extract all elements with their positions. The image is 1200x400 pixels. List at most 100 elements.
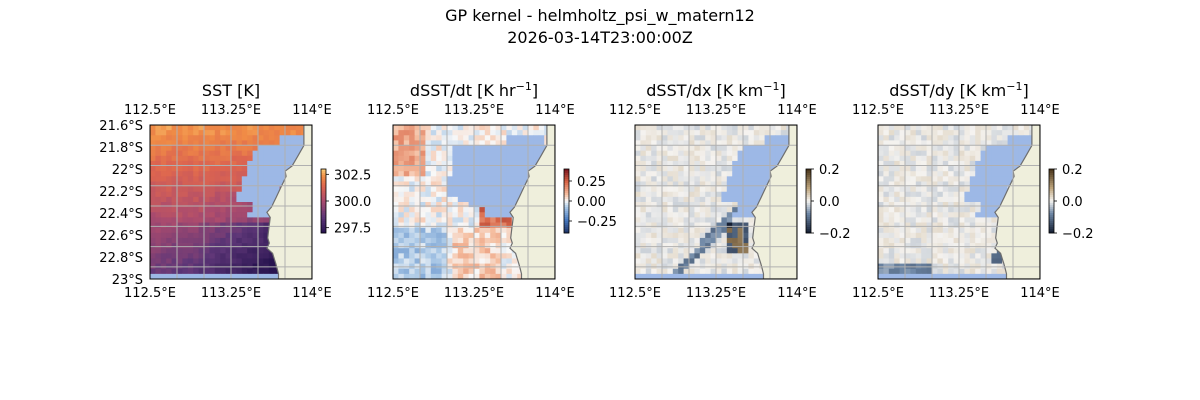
heatmap-cell [463, 145, 469, 152]
heatmap-cell [651, 166, 657, 172]
heatmap-cell [883, 176, 890, 182]
heatmap-cell [759, 181, 765, 187]
heatmap-cell [447, 217, 453, 223]
heatmap-cell [166, 130, 172, 136]
heatmap-cell [155, 155, 162, 162]
heatmap-cell [517, 130, 523, 136]
heatmap-cell [699, 202, 706, 208]
heatmap-cell [393, 243, 399, 249]
colorbar-segment [1049, 173, 1054, 176]
heatmap-cell [285, 155, 291, 162]
heatmap-cell [915, 258, 922, 264]
heatmap-cell [888, 191, 895, 198]
heatmap-cell [166, 191, 172, 198]
heatmap-cell [910, 202, 917, 208]
heatmap-cell [452, 186, 459, 193]
heatmap-cell [155, 196, 162, 203]
heatmap-cell [942, 176, 949, 182]
heatmap-cell [420, 268, 426, 275]
heatmap-cell [905, 135, 911, 141]
heatmap-cell [656, 202, 663, 208]
heatmap-cell [436, 212, 442, 218]
heatmap-cell [241, 253, 248, 259]
heatmap-cell [662, 135, 668, 141]
heatmap-cell [393, 217, 399, 223]
heatmap-cell [986, 243, 992, 249]
colorbar-segment [564, 221, 569, 224]
heatmap-cell [495, 222, 502, 229]
heatmap-cell [198, 258, 205, 264]
heatmap-cell [263, 135, 270, 141]
heatmap-cell [463, 135, 469, 141]
heatmap-cell [942, 160, 949, 167]
heatmap-cell [398, 227, 405, 234]
heatmap-cell [743, 166, 749, 172]
heatmap-cell [748, 268, 755, 275]
heatmap-cell [743, 130, 749, 136]
heatmap-cell [187, 186, 194, 193]
heatmap-cell [672, 171, 679, 177]
heatmap-cell [403, 217, 410, 223]
heatmap-cell [150, 191, 156, 198]
heatmap-cell [888, 155, 895, 162]
heatmap-cell [964, 243, 971, 249]
heatmap-cell [948, 196, 954, 203]
heatmap-cell [522, 140, 529, 146]
heatmap-cell [409, 135, 415, 141]
heatmap-cell [721, 130, 728, 136]
heatmap-cell [506, 150, 513, 157]
colorbar-tick-label: 0.2 [1062, 163, 1083, 178]
heatmap-cell [651, 125, 657, 131]
heatmap-cell [420, 140, 426, 146]
heatmap-cell [883, 181, 890, 187]
heatmap-cell [1018, 140, 1025, 146]
heatmap-cell [436, 171, 442, 177]
heatmap-cell [986, 248, 992, 254]
heatmap-cell [198, 145, 205, 152]
heatmap-cell [953, 273, 960, 279]
heatmap-cell [479, 125, 486, 131]
heatmap-cell [651, 196, 657, 203]
heatmap-cell [501, 186, 507, 193]
heatmap-cell [932, 217, 938, 223]
heatmap-cell [187, 145, 194, 152]
heatmap-cell [905, 202, 911, 208]
heatmap-cell [694, 140, 701, 146]
heatmap-cell [436, 202, 442, 208]
heatmap-cell [484, 207, 491, 213]
heatmap-cell [942, 155, 949, 162]
heatmap-cell [236, 155, 243, 162]
heatmap-cell [214, 222, 221, 229]
heatmap-cell [878, 191, 884, 198]
heatmap-cell [964, 253, 971, 259]
heatmap-cell [182, 273, 189, 279]
x-tick-label-bottom: 112.5°E [367, 286, 419, 301]
heatmap-cell [225, 237, 232, 244]
heatmap-cell [484, 130, 491, 136]
heatmap-cell [474, 135, 480, 141]
heatmap-cell [198, 135, 205, 141]
heatmap-cell [258, 202, 264, 208]
heatmap-cell [463, 166, 469, 172]
heatmap-cell [403, 222, 410, 229]
heatmap-cell [980, 217, 987, 223]
heatmap-cell [538, 140, 545, 146]
heatmap-cell [959, 135, 965, 141]
heatmap-cell [447, 135, 453, 141]
heatmap-cell [737, 125, 744, 131]
heatmap-cell [231, 248, 237, 254]
heatmap-cell [721, 145, 728, 152]
colorbar-segment [564, 213, 569, 216]
heatmap-cell [980, 232, 987, 239]
heatmap-cell [295, 140, 302, 146]
heatmap-cell [975, 150, 981, 157]
heatmap-cell [732, 191, 738, 198]
heatmap-cell [198, 232, 205, 239]
heatmap-cell [236, 248, 243, 254]
heatmap-cell [678, 176, 684, 182]
heatmap-cell [166, 145, 172, 152]
colorbar-segment [806, 217, 811, 220]
heatmap-cell [457, 202, 464, 208]
heatmap-cell [905, 171, 911, 177]
